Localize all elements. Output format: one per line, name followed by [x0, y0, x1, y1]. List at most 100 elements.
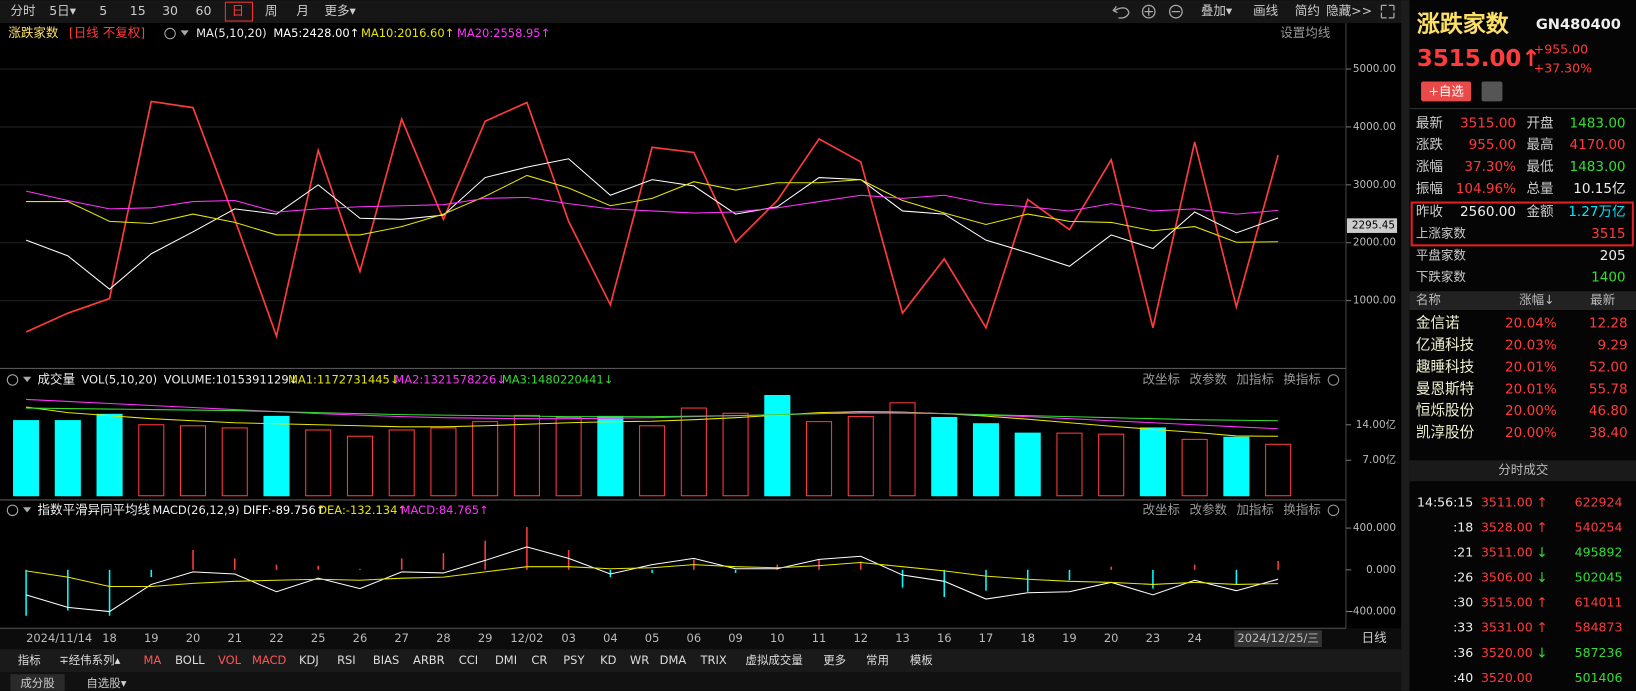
panel-button[interactable]: 改坐标 [1142, 502, 1180, 517]
help-icon[interactable] [164, 27, 176, 40]
column-header: 名称 [1416, 292, 1441, 307]
trade-price: 3515.00 [1481, 595, 1533, 610]
indicator-tab[interactable]: WR [630, 653, 649, 667]
x-tick-label: 03 [561, 631, 576, 645]
indicator-tab[interactable]: 指标 [18, 653, 41, 667]
toolbar-button[interactable]: 简约 [1295, 3, 1320, 18]
panel-button[interactable]: 加指标 [1236, 371, 1274, 386]
trade-price: 3506.00 [1481, 570, 1533, 585]
panel-button[interactable]: 换指标 [1283, 502, 1321, 517]
volume-bar [1056, 432, 1083, 497]
indicator-tab[interactable]: VOL [218, 653, 242, 667]
y-tick-label: 2000.00 [1353, 237, 1396, 249]
lock-icon[interactable] [1481, 81, 1503, 102]
toolbar-button[interactable]: 周 [265, 3, 278, 18]
x-tick-label: 22 [269, 631, 284, 645]
stock-name[interactable]: 金信诺 [1416, 315, 1460, 332]
indicator-tab[interactable]: DMA [660, 653, 687, 667]
toolbar-button[interactable]: 分时 [10, 3, 36, 18]
indicator-tab[interactable]: 常用 [866, 653, 889, 667]
toolbar-button[interactable]: 5 [99, 3, 107, 18]
toolbar-button[interactable]: 画线 [1253, 3, 1279, 18]
stat-value: 955.00 [1469, 137, 1516, 153]
add-watch-label[interactable]: +自选 [1428, 83, 1464, 98]
x-tick-label: 19 [144, 631, 159, 645]
x-tick-label: 12/02 [510, 631, 543, 645]
indicator-tab[interactable]: ARBR [413, 653, 445, 667]
bottom-tab[interactable]: 成分股 [20, 676, 55, 690]
menu-icon[interactable] [22, 376, 32, 383]
toolbar-button[interactable]: 月 [296, 3, 309, 18]
indicator-tab[interactable]: ∓经伟系列▴ [59, 653, 120, 667]
legend-entry: MA10:2016.60↑ [361, 26, 454, 40]
legend-entry: MA5:2428.00↑ [273, 26, 359, 40]
x-tick-label: 19 [1062, 631, 1077, 645]
settings-button[interactable]: 设置均线 [1280, 25, 1331, 40]
toolbar-icons[interactable] [1112, 4, 1395, 19]
indicator-tab[interactable]: KD [600, 653, 617, 667]
toolbar-button[interactable]: 5日▾ [49, 3, 76, 18]
menu-icon[interactable] [22, 507, 32, 513]
bottom-tab[interactable]: 自选股▾ [86, 676, 126, 690]
indicator-tab[interactable]: BOLL [175, 653, 205, 667]
toolbar-button[interactable]: 叠加▾ [1201, 3, 1233, 18]
breadth-label: 上涨家数 [1416, 225, 1467, 240]
volume-bar [1139, 427, 1166, 497]
breadth-value: 3515 [1591, 226, 1625, 242]
stock-name[interactable]: 曼恩斯特 [1416, 380, 1474, 397]
toolbar-button[interactable]: 15 [130, 3, 146, 18]
toolbar-button[interactable]: 隐藏>> [1326, 3, 1372, 18]
cursor-label-bg [1346, 218, 1398, 233]
indicator-tab[interactable]: BIAS [373, 653, 399, 667]
stat-value: 1.27万亿 [1568, 204, 1625, 220]
stock-name[interactable]: 亿通科技 [1416, 337, 1475, 354]
volume-bar [1223, 436, 1250, 497]
trade-direction: ↓ [1536, 570, 1547, 586]
toolbar-button[interactable]: 30 [162, 3, 178, 18]
stat-value: 104.96% [1456, 181, 1516, 197]
panel-button[interactable]: 加指标 [1236, 502, 1274, 517]
indicator-tab[interactable]: DMI [495, 653, 517, 667]
panel-button[interactable]: 改参数 [1189, 371, 1227, 386]
help-icon[interactable] [6, 504, 19, 517]
trades-title: 分时成交 [1498, 462, 1548, 477]
indicator-line [25, 158, 1279, 290]
panel-button[interactable]: 换指标 [1283, 371, 1321, 386]
quote-change: +955.00 [1534, 42, 1588, 57]
indicator-tab[interactable]: 更多 [823, 653, 846, 667]
panel-button[interactable]: 改参数 [1189, 502, 1227, 517]
stat-label: 涨跌 [1416, 137, 1444, 153]
toolbar-button[interactable]: 更多▾ [324, 3, 356, 18]
volume-bar [13, 420, 40, 497]
stock-name[interactable]: 趣睡科技 [1416, 358, 1475, 375]
panel-button[interactable]: 改坐标 [1142, 371, 1180, 386]
toolbar-button[interactable]: 日 [232, 3, 245, 18]
stock-name[interactable]: 恒烁股份 [1416, 402, 1475, 419]
indicator-tab[interactable]: 虚拟成交量 [746, 653, 803, 667]
indicator-tab[interactable]: CCI [459, 653, 478, 667]
indicator-line [26, 407, 1279, 422]
stock-name[interactable]: 凯淳股份 [1416, 423, 1475, 441]
close-icon[interactable] [1327, 374, 1340, 386]
help-icon[interactable] [6, 374, 19, 386]
tabs-bg [0, 649, 1404, 673]
indicator-tab[interactable]: CR [531, 653, 547, 667]
indicator-tab[interactable]: KDJ [299, 653, 319, 667]
indicator-tab[interactable]: 模板 [910, 653, 933, 667]
add-watch-button[interactable] [1421, 81, 1472, 102]
close-icon[interactable] [1327, 504, 1340, 517]
stock-price: 55.78 [1589, 381, 1628, 397]
indicator-line [25, 546, 1279, 613]
indicator-tab[interactable]: MACD [252, 653, 287, 667]
indicator-tab[interactable]: MA [143, 653, 161, 667]
indicator-tab[interactable]: TRIX [700, 653, 727, 667]
y-tick-label: 3000.00 [1353, 179, 1396, 191]
toolbar-button[interactable]: 60 [195, 3, 211, 18]
indicator-tab[interactable]: PSY [563, 653, 585, 667]
trade-price: 3511.00 [1481, 495, 1533, 510]
indicator-tab[interactable]: RSI [337, 653, 356, 667]
column-header[interactable]: 涨幅↓ [1519, 292, 1555, 307]
trade-volume: 495892 [1575, 545, 1623, 560]
menu-icon[interactable] [180, 30, 189, 36]
